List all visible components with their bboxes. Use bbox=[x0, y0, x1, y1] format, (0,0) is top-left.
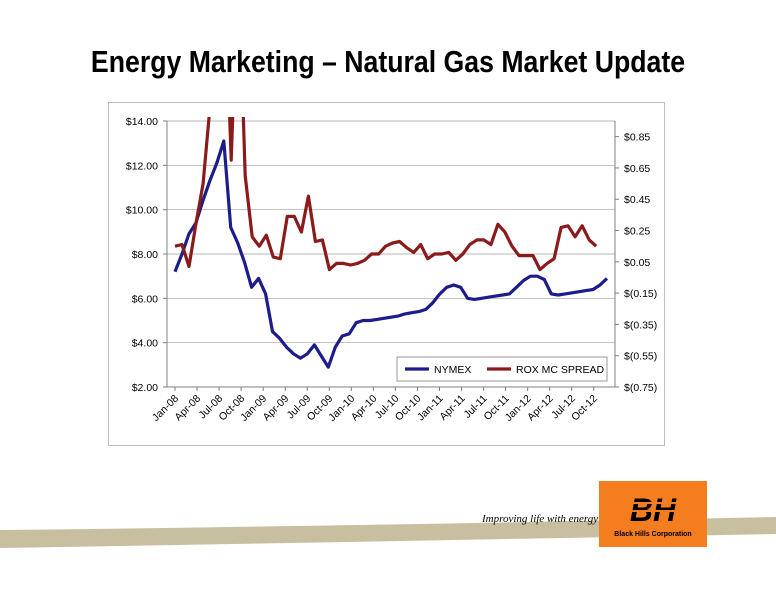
chart-frame: $2.00 $4.00 $6.00 $8.00 $10.00 $12.00 $14.00 $(… bbox=[108, 102, 665, 446]
right-tick-label: $0.25 bbox=[624, 226, 650, 238]
left-tick-label: $12.00 bbox=[126, 160, 158, 172]
axes bbox=[163, 120, 619, 391]
right-tick-label: $0.05 bbox=[624, 257, 650, 269]
page-number: 44 bbox=[36, 532, 50, 546]
right-tick-label: $0.45 bbox=[624, 194, 650, 206]
right-tick-label: $(0.55) bbox=[624, 351, 657, 363]
left-tick-label: $4.00 bbox=[132, 338, 158, 350]
legend-label: ROX MC SPREAD bbox=[516, 364, 605, 376]
x-tick-label: Apr-11 bbox=[437, 393, 467, 423]
logo-caption: Black Hills Corporation bbox=[614, 531, 692, 538]
right-tick-label: $(0.75) bbox=[624, 382, 657, 394]
tagline: Improving life with energy bbox=[482, 513, 599, 525]
slide-title: Energy Marketing – Natural Gas Market Up… bbox=[90, 44, 686, 79]
right-tick-label: $0.85 bbox=[624, 132, 650, 144]
company-logo: BH Black Hills Corporation bbox=[599, 481, 707, 547]
line-chart: $2.00 $4.00 $6.00 $8.00 $10.00 $12.00 $14.00 $(… bbox=[126, 116, 657, 424]
left-tick-label: $2.00 bbox=[132, 382, 158, 394]
bh-logo-icon: BH bbox=[619, 492, 687, 528]
legend-label: NYMEX bbox=[434, 364, 471, 376]
series-lines bbox=[173, 117, 609, 369]
right-tick-label: $0.65 bbox=[624, 163, 650, 175]
series-line-rox-mc-spread bbox=[174, 117, 598, 272]
legend: NYMEX ROX MC SPREAD bbox=[396, 356, 608, 382]
left-tick-label: $8.00 bbox=[132, 249, 158, 261]
left-tick-label: $10.00 bbox=[126, 205, 158, 217]
right-tick-label: $(0.35) bbox=[624, 319, 657, 331]
legend-box bbox=[396, 356, 608, 382]
right-tick-label: $(0.15) bbox=[624, 288, 657, 300]
left-tick-label: $6.00 bbox=[132, 293, 158, 305]
series-line-nymex bbox=[173, 139, 609, 369]
left-tick-label: $14.00 bbox=[126, 116, 158, 128]
